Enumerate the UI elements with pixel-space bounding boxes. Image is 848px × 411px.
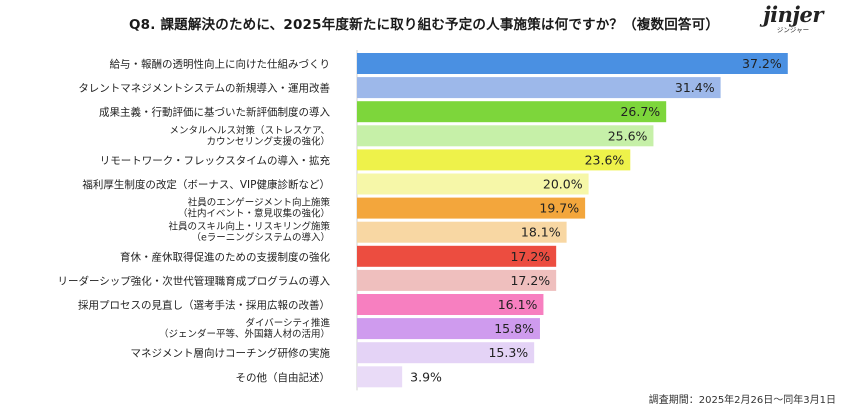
survey-period-note: 調査期間：2025年2月26日〜同年3月1日	[648, 395, 836, 406]
value-label: 17.2%	[510, 249, 550, 264]
bar	[357, 77, 721, 99]
category-label: 社員のスキル向上・リスキリング施策	[168, 221, 330, 233]
bar	[357, 245, 557, 267]
value-label: 23.6%	[585, 152, 625, 167]
category-label: （eラーニングシステムの導入）	[191, 232, 330, 244]
value-label: 37.2%	[742, 56, 782, 71]
value-label: 17.2%	[510, 273, 550, 288]
category-label: 成果主義・行動評価に基づいた新評価制度の導入	[99, 106, 330, 119]
logo-wordmark: jinjer	[763, 2, 823, 27]
category-label: 育休・産休取得促進のための支援制度の強化	[120, 250, 330, 263]
value-label: 26.7%	[620, 104, 660, 119]
category-label: メンタルヘルス対策（ストレスケア、	[169, 124, 330, 136]
bar	[357, 294, 544, 315]
bar	[357, 366, 403, 388]
category-label: （ジェンダー平等、外国籍人材の活用）	[159, 328, 330, 340]
bar	[357, 342, 535, 364]
chart-title: Q8. 課題解決のために、2025年度新たに取り組む予定の人事施策は何ですか？（…	[128, 17, 720, 33]
bar	[357, 318, 540, 340]
bar	[357, 149, 631, 171]
bar	[357, 53, 788, 74]
category-label: リモートワーク・フレックスタイムの導入・拡充	[100, 154, 331, 167]
value-label: 15.8%	[494, 321, 534, 336]
bar	[357, 221, 567, 243]
category-label: その他（自由記述）	[236, 371, 331, 384]
value-label: 15.3%	[488, 345, 528, 360]
value-label: 18.1%	[521, 225, 561, 240]
category-label: マネジメント層向けコーチング研修の実施	[131, 347, 331, 360]
category-label: 社員のエンゲージメント向上施策	[188, 197, 331, 209]
value-label: 25.6%	[608, 128, 648, 143]
category-label: 福利厚生制度の改定（ボーナス、VIP健康診断など）	[82, 178, 330, 191]
category-label: （社内イベント・意見収集の強化）	[178, 208, 330, 220]
category-label: ダイバーシティ推進	[245, 317, 330, 329]
category-label: 採用プロセスの見直し（選考手法・採用広報の改善）	[78, 299, 330, 312]
bar	[357, 101, 667, 123]
value-label: 31.4%	[675, 80, 715, 95]
value-label: 3.9%	[410, 369, 442, 384]
category-label: タレントマネジメントシステムの新規導入・運用改善	[78, 82, 330, 95]
value-label: 16.1%	[498, 297, 538, 312]
value-label: 20.0%	[543, 177, 583, 192]
bar	[357, 197, 586, 219]
category-label: 給与・報酬の透明性向上に向けた仕組みづくり	[110, 58, 331, 71]
logo-subtitle: ジンジャー	[776, 26, 810, 34]
bar	[357, 125, 654, 147]
value-label: 19.7%	[539, 201, 579, 216]
bar	[357, 269, 557, 291]
category-label: カウンセリング支援の強化）	[206, 135, 330, 147]
bar	[357, 173, 589, 195]
brand-logo: jinjer ジンジャー	[762, 2, 824, 35]
category-label: リーダーシップ強化・次世代管理職育成プログラムの導入	[58, 274, 331, 287]
